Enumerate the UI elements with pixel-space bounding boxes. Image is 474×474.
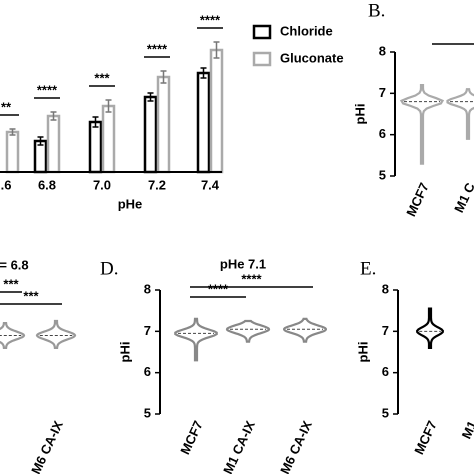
violin (446, 88, 474, 140)
bar (46, 114, 61, 174)
bar (143, 95, 158, 174)
violin (225, 319, 271, 343)
x-tick-label: M1 CA-IX (220, 418, 258, 474)
bar (196, 71, 211, 174)
violin (415, 307, 445, 349)
y-tick-label: 5 (144, 405, 151, 420)
legend-swatch (252, 24, 272, 40)
error-bar (105, 99, 112, 113)
y-tick-label: 8 (379, 43, 386, 58)
y-tick-label: 6 (382, 364, 389, 379)
chart-title: = 6.8 (0, 257, 29, 272)
violin (0, 322, 26, 349)
significance-label: *** (3, 276, 19, 291)
y-axis-label: pHi (355, 342, 370, 363)
panel-label: B. (368, 0, 385, 21)
y-tick-label: 7 (379, 85, 386, 100)
error-bar (200, 67, 207, 79)
panel-label: E. (360, 258, 376, 279)
violin (282, 317, 328, 343)
x-tick-label: 6.8 (38, 177, 56, 192)
y-tick-label: 8 (382, 281, 389, 296)
y-tick-label: 6 (144, 364, 151, 379)
x-tick-label: MCF7 (403, 180, 432, 218)
error-bar (50, 111, 57, 121)
x-tick-label: .6 (1, 177, 12, 192)
significance-label: **** (200, 12, 221, 27)
significance-label: ** (1, 99, 12, 114)
significance-label: **** (208, 281, 229, 296)
x-tick-label: 7.4 (201, 177, 220, 192)
y-axis-label: pHi (352, 104, 367, 125)
error-bar (160, 70, 167, 84)
y-tick-label: 7 (382, 323, 389, 338)
y-tick-label: 5 (382, 405, 389, 420)
y-tick-label: 5 (379, 167, 386, 182)
bar (5, 130, 20, 174)
x-tick-label: M1 (459, 418, 474, 441)
y-axis-label: pHi (117, 342, 132, 363)
y-tick-label: 6 (379, 126, 386, 141)
legend-label: Gluconate (280, 50, 344, 65)
chart-title: pHe 7.1 (220, 256, 266, 271)
x-tick-label: MCF7 (177, 418, 206, 456)
violin (35, 319, 77, 349)
error-bar (9, 128, 16, 136)
error-bar (147, 92, 154, 102)
x-tick-label: M6 CA-IX (277, 418, 315, 474)
y-tick-label: 7 (144, 323, 151, 338)
error-bar (92, 116, 99, 128)
legend-swatch (252, 51, 272, 67)
x-tick-label: 7.2 (148, 177, 166, 192)
significance-label: **** (241, 271, 262, 286)
significance-label: **** (147, 41, 168, 56)
violin (399, 84, 445, 165)
significance-label: **** (37, 82, 58, 97)
significance-label: *** (23, 288, 39, 303)
bar (88, 120, 103, 174)
panel-label: D. (100, 258, 118, 279)
bar (209, 48, 224, 174)
error-bar (37, 136, 44, 146)
legend-label: Chloride (280, 23, 333, 38)
violin (174, 317, 218, 362)
error-bar (213, 41, 220, 59)
x-tick-label: MCF7 (411, 418, 440, 456)
x-tick-label: M6 CA-IX (28, 418, 66, 474)
x-tick-label: M1 C (451, 180, 474, 215)
y-tick-label: 8 (144, 281, 151, 296)
bar (101, 104, 116, 174)
significance-label: *** (94, 70, 110, 85)
x-tick-label: 7.0 (93, 177, 111, 192)
x-axis-label: pHe (118, 196, 143, 211)
bar (156, 75, 171, 174)
